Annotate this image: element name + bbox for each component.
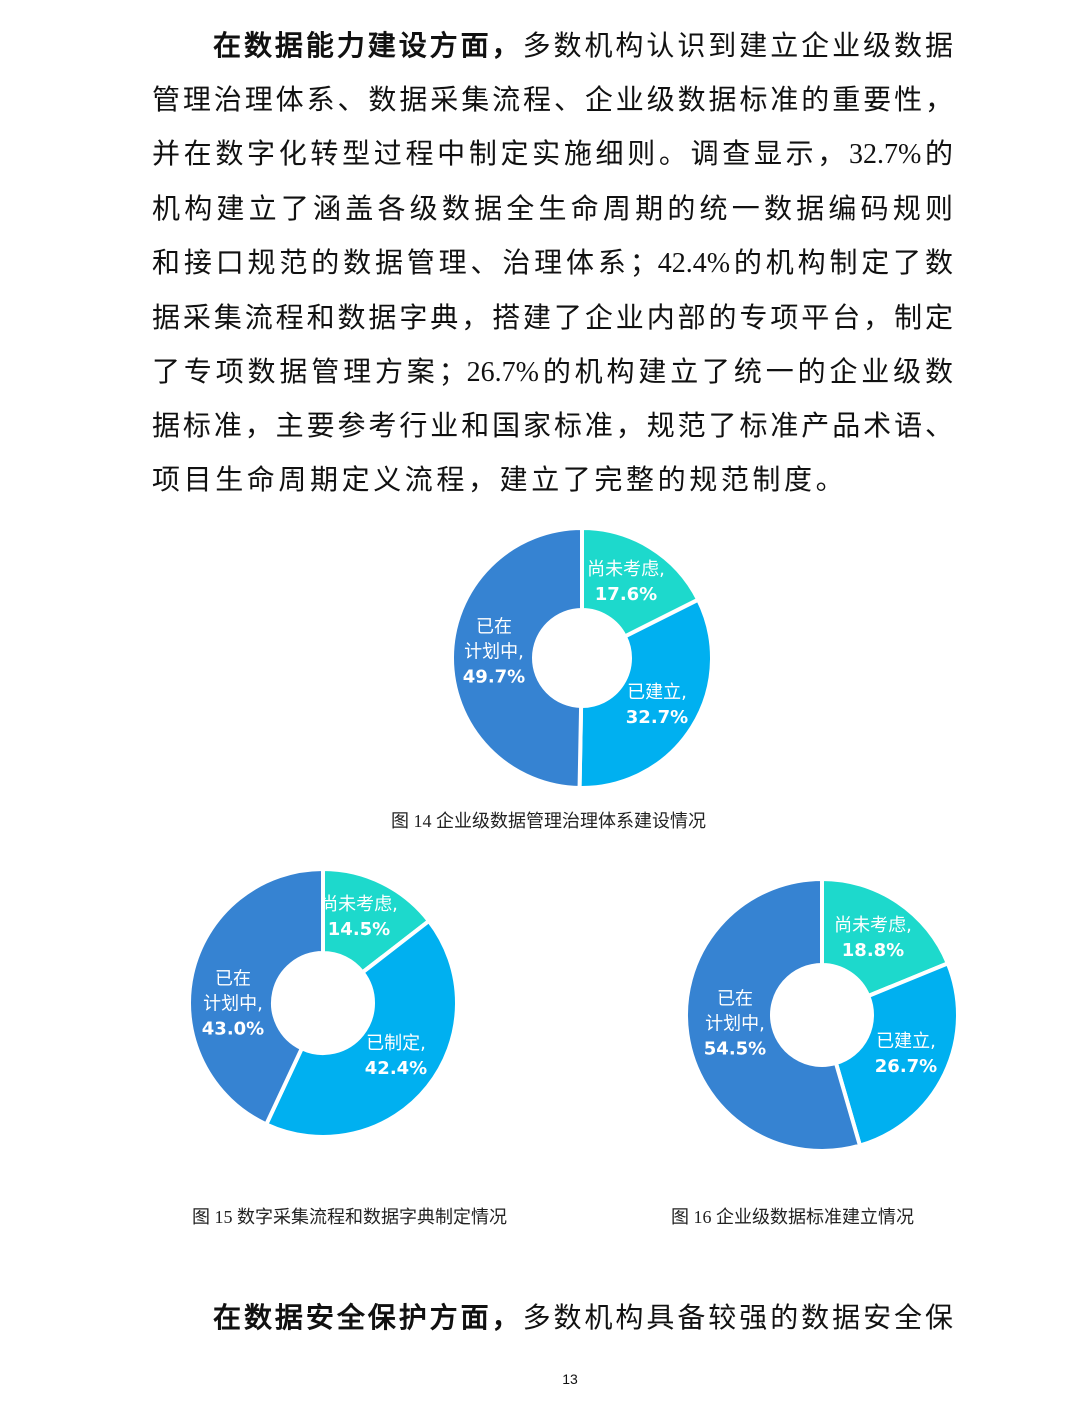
page-number: 13 — [562, 1371, 578, 1387]
paragraph-line: 机构建立了涵盖各级数据全生命周期的统一数据编码规则 — [152, 194, 953, 225]
slice-planning — [684, 876, 863, 1153]
paragraph-line: 了专项数据管理方案；26.7%的机构建立了统一的企业级数 — [152, 357, 953, 388]
paragraph-line: 并在数字化转型过程中制定实施细则。调查显示，32.7%的 — [152, 139, 953, 170]
slice-established — [833, 960, 960, 1149]
slice-not-considered — [820, 876, 951, 999]
paragraph-line: 在数据能力建设方面，多数机构认识到建立企业级数据 — [213, 30, 953, 64]
slice-label-established: 已建立, 32.7% — [625, 682, 689, 728]
slice-label-established: 已建立, 26.7% — [874, 1031, 938, 1077]
paragraph-line: 和接口规范的数据管理、治理体系；42.4%的机构制定了数 — [152, 248, 953, 279]
slice-not-considered — [580, 525, 701, 640]
paragraph-line: 据采集流程和数据字典，搭建了企业内部的专项平台，制定 — [152, 303, 953, 334]
paragraph-line: 项目生命周期定义流程，建立了完整的规范制度。 — [152, 465, 848, 496]
slice-label-planning: 已在 计划中, 43.0% — [201, 968, 265, 1040]
slice-planning — [450, 525, 584, 791]
figure-caption: 图 15 数字采集流程和数据字典制定情况 — [192, 1207, 507, 1227]
figure-caption: 图 14 企业级数据管理治理体系建设情况 — [391, 811, 706, 831]
slice-not-considered — [321, 866, 432, 976]
paragraph-text: 多数机构具备较强的数据安全保 — [522, 1303, 953, 1334]
slice-planning — [187, 866, 325, 1128]
slice-label-not-considered: 尚未考虑, 17.6% — [587, 559, 665, 605]
figure-caption: 图 16 企业级数据标准建立情况 — [671, 1207, 914, 1227]
paragraph-text: 多数机构认识到建立企业级数据 — [522, 31, 953, 62]
slice-label-planning: 已在 计划中, 54.5% — [703, 988, 767, 1060]
slice-label-formulated: 已制定, 42.4% — [364, 1033, 428, 1079]
paragraph-line: 据标准，主要参考行业和国家标准，规范了标准产品术语、 — [152, 411, 953, 442]
slice-established — [263, 918, 459, 1139]
paragraph-lead: 在数据能力建设方面， — [213, 31, 523, 62]
paragraph-lead: 在数据安全保护方面， — [213, 1303, 523, 1334]
slice-label-planning: 已在 计划中, 49.7% — [462, 616, 526, 688]
slice-label-not-considered: 尚未考虑, 14.5% — [320, 894, 398, 940]
slice-label-not-considered: 尚未考虑, 18.8% — [834, 915, 912, 961]
paragraph-line: 在数据安全保护方面，多数机构具备较强的数据安全保 — [213, 1302, 953, 1336]
paragraph-line: 管理治理体系、数据采集流程、企业级数据标准的重要性， — [152, 85, 953, 116]
slice-established — [577, 597, 714, 790]
